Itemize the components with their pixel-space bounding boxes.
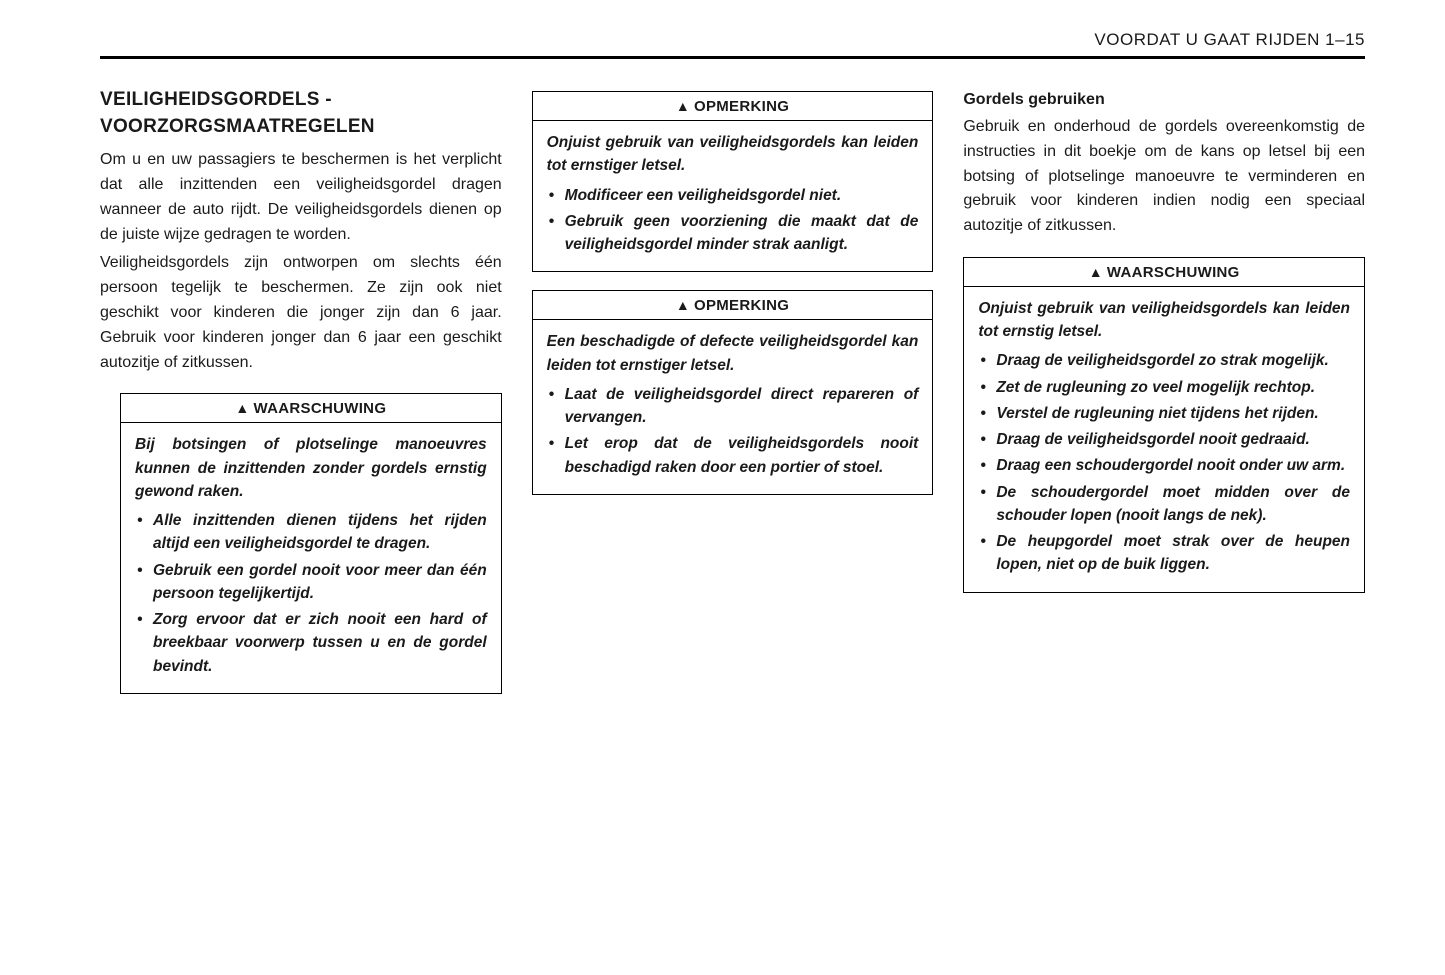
- callout-list: Modificeer een veiligheidsgordel niet. G…: [547, 184, 919, 257]
- warning-callout: ▲ WAARSCHUWING Bij botsingen of plotselin…: [120, 393, 502, 694]
- callout-title-text: WAARSCHUWING: [1107, 264, 1240, 281]
- column-1: VEILIGHEIDSGORDELS - VOORZORGSMAATREGELE…: [100, 87, 502, 702]
- list-item: Draag een schoudergordel nooit onder uw …: [978, 454, 1350, 477]
- callout-list: Laat de veiligheidsgordel direct reparer…: [547, 383, 919, 479]
- callout-body: Onjuist gebruik van veiligheidsgordels k…: [964, 287, 1364, 592]
- list-item: Zorg ervoor dat er zich nooit een hard o…: [135, 608, 487, 678]
- callout-list: Draag de veiligheidsgordel zo strak moge…: [978, 349, 1350, 576]
- list-item: De heupgordel moet strak over de heupen …: [978, 530, 1350, 577]
- list-item: Modificeer een veiligheidsgordel niet.: [547, 184, 919, 207]
- section-heading: VEILIGHEIDSGORDELS - VOORZORGSMAATREGELE…: [100, 87, 502, 140]
- callout-title: ▲OPMERKING: [533, 291, 933, 320]
- list-item: De schoudergordel moet midden over de sc…: [978, 481, 1350, 528]
- callout-body: Bij botsingen of plotselinge manoeuvres …: [121, 423, 501, 693]
- callout-title: ▲OPMERKING: [533, 92, 933, 121]
- callout-lead: Onjuist gebruik van veiligheidsgordels k…: [978, 297, 1350, 344]
- list-item: Zet de rugleuning zo veel mogelijk recht…: [978, 376, 1350, 399]
- list-item: Verstel de rugleuning niet tijdens het r…: [978, 402, 1350, 425]
- list-item: Gebruik geen voorziening die maakt dat d…: [547, 210, 919, 257]
- callout-body: Een beschadigde of defecte veiligheidsgo…: [533, 320, 933, 494]
- callout-title: ▲ WAARSCHUWING: [121, 394, 501, 423]
- warning-icon: ▲: [676, 297, 690, 313]
- warning-icon: ▲: [1089, 264, 1103, 280]
- list-item: Alle inzittenden dienen tijdens het rijd…: [135, 509, 487, 556]
- callout-lead: Een beschadigde of defecte veiligheidsgo…: [547, 330, 919, 377]
- column-2: ▲OPMERKING Onjuist gebruik van veilighei…: [532, 87, 934, 702]
- list-item: Draag de veiligheidsgordel nooit gedraai…: [978, 428, 1350, 451]
- callout-body: Onjuist gebruik van veiligheidsgordels k…: [533, 121, 933, 271]
- callout-lead: Bij botsingen of plotselinge manoeuvres …: [135, 433, 487, 503]
- callout-title-text: OPMERKING: [694, 297, 789, 314]
- list-item: Laat de veiligheidsgordel direct reparer…: [547, 383, 919, 430]
- note-callout: ▲OPMERKING Een beschadigde of defecte ve…: [532, 290, 934, 495]
- warning-callout: ▲WAARSCHUWING Onjuist gebruik van veilig…: [963, 257, 1365, 593]
- warning-icon: ▲: [235, 400, 249, 416]
- paragraph: Gebruik en onderhoud de gordels overeenk…: [963, 115, 1365, 239]
- paragraph: Veiligheidsgordels zijn ontworpen om sle…: [100, 251, 502, 375]
- note-callout: ▲OPMERKING Onjuist gebruik van veilighei…: [532, 91, 934, 272]
- callout-title: ▲WAARSCHUWING: [964, 258, 1364, 287]
- sub-heading: Gordels gebruiken: [963, 91, 1365, 109]
- page-header: VOORDAT U GAAT RIJDEN 1–15: [100, 30, 1365, 59]
- callout-title-text: OPMERKING: [694, 98, 789, 115]
- warning-icon: ▲: [676, 98, 690, 114]
- paragraph: Om u en uw passagiers te beschermen is h…: [100, 148, 502, 247]
- callout-title-text: WAARSCHUWING: [254, 400, 387, 417]
- callout-list: Alle inzittenden dienen tijdens het rijd…: [135, 509, 487, 678]
- list-item: Draag de veiligheidsgordel zo strak moge…: [978, 349, 1350, 372]
- callout-lead: Onjuist gebruik van veiligheidsgordels k…: [547, 131, 919, 178]
- content-columns: VEILIGHEIDSGORDELS - VOORZORGSMAATREGELE…: [100, 87, 1365, 702]
- list-item: Let erop dat de veiligheidsgordels nooit…: [547, 432, 919, 479]
- list-item: Gebruik een gordel nooit voor meer dan é…: [135, 559, 487, 606]
- column-3: Gordels gebruiken Gebruik en onderhoud d…: [963, 87, 1365, 702]
